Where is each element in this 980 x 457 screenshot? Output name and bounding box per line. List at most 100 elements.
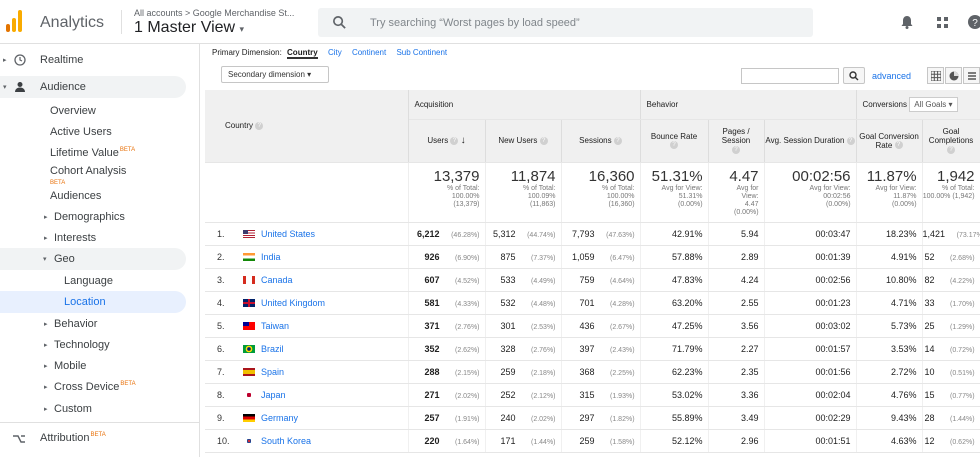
column-header-country[interactable]: Country ? [205, 90, 409, 163]
country-link[interactable]: Germany [261, 412, 299, 423]
group-conversions-label: Conversions [862, 99, 907, 109]
country-link[interactable]: Taiwan [261, 320, 290, 331]
metric-cell-comp: 28 (1.44%) [922, 406, 980, 430]
help-icon[interactable]: ? [450, 136, 459, 145]
metric-value: 1,421 [922, 228, 946, 239]
country-link[interactable]: United Kingdom [261, 297, 326, 308]
sidebar-item-audiences[interactable]: Audiences [0, 185, 200, 207]
help-icon[interactable]: ? [255, 122, 264, 131]
metric-value: 00:01:39 [815, 251, 851, 262]
column-header-sessions[interactable]: Sessions ? [561, 119, 641, 163]
total-value: 13,379 [433, 167, 480, 185]
sidebar-item-mobile[interactable]: ▸ Mobile [0, 355, 200, 377]
group-behavior: Behavior [640, 90, 857, 120]
help-icon[interactable]: ? [846, 136, 855, 145]
search-box[interactable]: Try searching “Worst pages by load speed… [318, 8, 813, 37]
help-icon[interactable]: ? [732, 145, 741, 154]
view-selector[interactable]: 1 Master View ▾ [134, 19, 244, 37]
country-flag-icon [243, 345, 255, 354]
column-label: Pages / Session [721, 127, 751, 145]
sidebar-item-attribution[interactable]: AttributionBETA [0, 427, 200, 449]
sidebar-item-interests[interactable]: ▸ Interests [0, 227, 200, 249]
sort-desc-icon[interactable]: ↓ [460, 135, 466, 146]
metric-value: 301 [500, 320, 516, 331]
search-input[interactable]: Try searching “Worst pages by load speed… [370, 17, 580, 29]
table-filter-input[interactable] [741, 68, 839, 84]
column-header-new-users[interactable]: New Users ? [485, 119, 562, 163]
bell-icon[interactable] [899, 14, 915, 30]
advanced-filter-link[interactable]: advanced [872, 71, 912, 81]
sidebar-item-geo[interactable]: ▾ Geo [0, 248, 186, 270]
sidebar-item-location[interactable]: Location [0, 291, 186, 313]
column-header-avg-duration[interactable]: Avg. Session Duration ? [764, 119, 857, 163]
metric-percent: (7.37%) [530, 254, 556, 262]
sidebar-item-overview[interactable]: Overview [0, 100, 200, 122]
total-detail: (11,863) [529, 200, 556, 208]
dimension-continent-link[interactable]: Continent [351, 48, 387, 57]
list-view-button[interactable] [963, 67, 980, 84]
dimension-city-link[interactable]: City [327, 48, 342, 57]
country-link[interactable]: India [261, 251, 281, 262]
column-header-bounce-rate[interactable]: Bounce Rate? [640, 119, 709, 163]
column-label: Sessions [579, 136, 612, 145]
metric-value: 12 [924, 435, 935, 446]
table-view-button[interactable] [927, 67, 944, 84]
country-cell: 7. Spain [205, 360, 409, 384]
metric-value: 82 [924, 274, 935, 285]
metric-value: 52.12% [672, 435, 703, 446]
sidebar-item-label: Behavior [54, 318, 98, 330]
sidebar-item-demographics[interactable]: ▸ Demographics [0, 206, 200, 228]
column-header-users[interactable]: Users ? ↓ [408, 119, 486, 163]
metric-value: 2.96 [741, 435, 759, 446]
help-icon[interactable]: ? [539, 136, 548, 145]
metric-value: 288 [424, 366, 440, 377]
sidebar-item-technology[interactable]: ▸ Technology [0, 334, 200, 356]
help-icon[interactable]: ? [670, 141, 679, 150]
apps-grid-icon[interactable] [935, 14, 951, 30]
country-cell: 8. Japan [205, 383, 409, 407]
metric-value: 4.76% [891, 389, 917, 400]
sidebar-item-label: Custom [54, 403, 92, 415]
metric-value: 3.49 [741, 412, 759, 423]
dimension-subcontinent-link[interactable]: Sub Continent [396, 48, 448, 57]
sidebar-item-audience[interactable]: ▾ Audience [0, 76, 186, 98]
country-link[interactable]: South Korea [261, 435, 312, 446]
sidebar-item-custom[interactable]: ▸ Custom [0, 398, 200, 420]
help-icon[interactable]: ? [947, 145, 956, 154]
secondary-dimension-dropdown[interactable]: Secondary dimension ▾ [221, 66, 329, 83]
pie-view-button[interactable] [945, 67, 962, 84]
filter-search-button[interactable] [843, 67, 865, 84]
sidebar-item-cross-device[interactable]: ▸ Cross DeviceBETA [0, 376, 200, 398]
sidebar-item-cohort-analysis[interactable]: Cohort Analysis BETA [0, 163, 200, 189]
account-breadcrumb[interactable]: All accounts > Google Merchandise St... [134, 8, 295, 18]
sidebar-item-lifetime-value[interactable]: Lifetime ValueBETA [0, 142, 200, 164]
metric-cell-duration: 00:01:39 [764, 245, 857, 269]
metric-cell-comp: 52 (2.68%) [922, 245, 980, 269]
total-avg-duration: 00:02:56 Avg for View: 00:02:56 (0.00%) [764, 162, 857, 223]
help-icon[interactable]: ? [894, 141, 903, 150]
country-link[interactable]: Japan [261, 389, 286, 400]
sidebar-item-realtime[interactable]: ▸ Realtime [0, 49, 200, 71]
total-detail: 100.00% (1,942) [922, 192, 975, 200]
goal-select-dropdown[interactable]: All Goals ▾ [909, 96, 958, 112]
column-header-completions[interactable]: Goal Completions? [922, 119, 980, 163]
help-icon[interactable]: ? [613, 136, 622, 145]
sidebar-item-behavior[interactable]: ▸ Behavior [0, 313, 200, 335]
sidebar-item-label: Cohort Analysis [50, 165, 127, 177]
country-link[interactable]: United States [261, 228, 316, 239]
divider [0, 422, 200, 423]
table-row: 9. Germany 257 (1.91%) 240 (2.02%) 297 (1.82%) 5… [205, 406, 980, 430]
country-link[interactable]: Brazil [261, 343, 284, 354]
column-header-pages-session[interactable]: Pages / Session? [708, 119, 765, 163]
total-detail: 100.09% [527, 192, 556, 200]
sidebar-item-language[interactable]: Language [0, 270, 200, 292]
metric-value: 53.02% [672, 389, 703, 400]
help-icon[interactable]: ? [967, 14, 980, 30]
country-link[interactable]: Canada [261, 274, 293, 285]
analytics-logo-icon[interactable] [6, 10, 22, 32]
column-header-conversion-rate[interactable]: Goal Conversion Rate ? [856, 119, 923, 163]
total-detail: (0.00%) [678, 200, 703, 208]
country-link[interactable]: Spain [261, 366, 285, 377]
country-cell: 4. United Kingdom [205, 291, 409, 315]
sidebar-item-active-users[interactable]: Active Users [0, 121, 200, 143]
